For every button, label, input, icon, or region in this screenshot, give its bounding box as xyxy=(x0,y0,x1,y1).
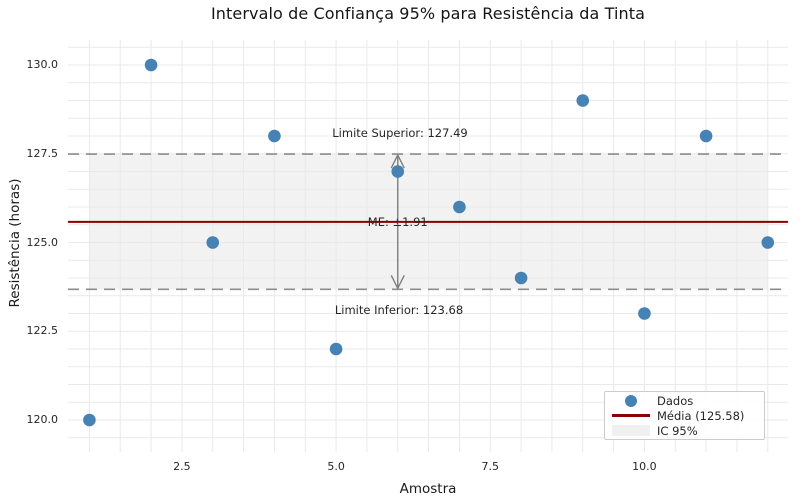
x-tick-label: 10.0 xyxy=(632,460,657,473)
legend-item-ic95: IC 95% xyxy=(605,424,760,438)
y-tick-label: 125.0 xyxy=(26,235,59,249)
me-arrow-head-up-icon xyxy=(390,153,405,169)
legend-label: Média (125.58) xyxy=(657,408,745,423)
data-point xyxy=(761,236,775,249)
data-point xyxy=(638,307,651,320)
data-point xyxy=(206,236,220,249)
y-tick-label: 122.5 xyxy=(26,324,59,338)
legend-line-marker-icon xyxy=(612,414,650,417)
y-tick-label: 130.0 xyxy=(26,58,59,71)
y-tick-label: 127.5 xyxy=(26,146,59,160)
legend: Dados Média (125.58) IC 95% xyxy=(604,391,765,440)
x-tick-label: 2.5 xyxy=(173,460,191,473)
x-tick-label: 5.0 xyxy=(327,460,345,473)
legend-label: Dados xyxy=(657,393,694,408)
data-point xyxy=(699,129,713,143)
data-point xyxy=(391,165,405,178)
upper-limit-annotation: Limite Superior: 127.49 xyxy=(332,126,468,141)
x-tick-label: 7.5 xyxy=(481,460,500,473)
legend-dot-marker-icon xyxy=(625,394,637,407)
x-axis-label: Amostra xyxy=(399,481,457,497)
chart-title: Intervalo de Confiança 95% para Resistên… xyxy=(210,4,646,23)
legend-item-media: Média (125.58) xyxy=(605,409,760,423)
data-point xyxy=(268,129,281,143)
legend-patch-marker-icon xyxy=(612,425,650,436)
legend-item-dados: Dados xyxy=(605,394,760,408)
data-point xyxy=(329,342,343,356)
data-point xyxy=(83,413,96,427)
legend-label: IC 95% xyxy=(657,423,698,438)
lower-limit-annotation: Limite Inferior: 123.68 xyxy=(334,303,464,318)
data-point xyxy=(576,94,590,107)
data-point xyxy=(453,200,466,214)
y-tick-label: 120.0 xyxy=(26,413,59,426)
data-point xyxy=(514,271,528,285)
me-arrow-head-down-icon xyxy=(390,275,405,290)
data-point xyxy=(144,58,158,72)
margin-of-error-annotation: ME: ±1.91 xyxy=(367,214,428,229)
